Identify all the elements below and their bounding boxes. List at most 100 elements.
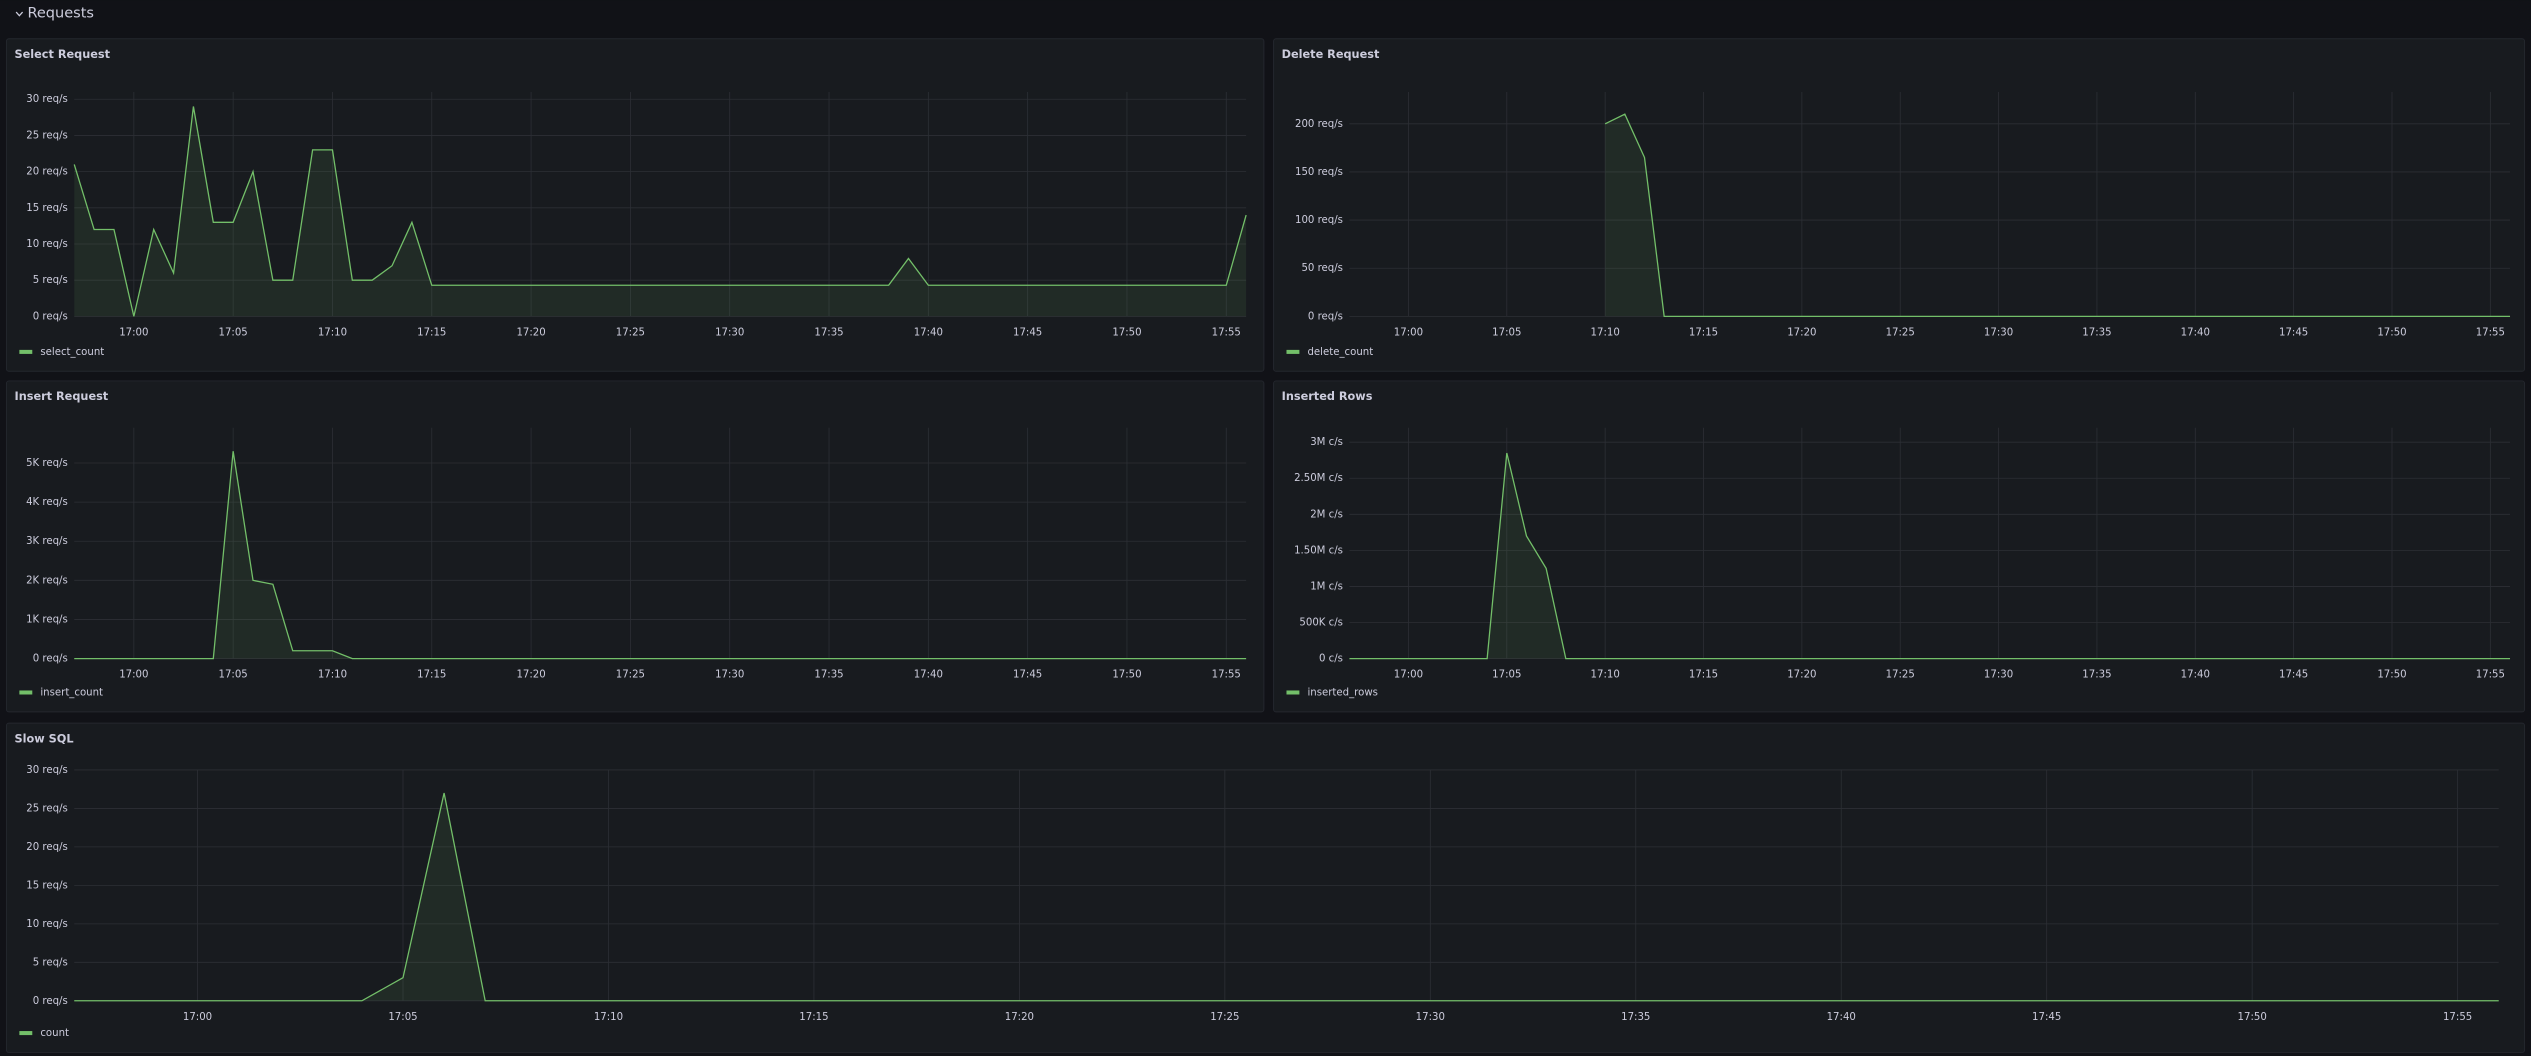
y-tick-label: 2K req/s <box>26 575 68 586</box>
x-tick-label: 17:20 <box>1005 1012 1034 1023</box>
y-tick-label: 15 req/s <box>26 203 68 214</box>
x-tick-label: 17:05 <box>219 670 248 681</box>
x-tick-label: 17:55 <box>1212 670 1241 681</box>
x-tick-label: 17:20 <box>516 328 545 339</box>
y-tick-label: 1K req/s <box>26 614 68 625</box>
series-line <box>1349 452 2511 660</box>
panel <box>5 38 1265 372</box>
panel <box>5 380 1265 713</box>
x-tick-label: 17:05 <box>1492 670 1521 681</box>
y-tick-label: 0 c/s <box>1319 654 1343 665</box>
legend-label: inserted_rows <box>1307 687 1378 698</box>
x-tick-label: 17:25 <box>1210 1012 1239 1023</box>
x-tick-label: 17:50 <box>2238 1012 2267 1023</box>
collapse-chevron[interactable] <box>15 11 24 17</box>
y-tick-label: 30 req/s <box>26 765 68 776</box>
x-tick-label: 17:10 <box>318 670 347 681</box>
x-tick-label: 17:30 <box>1984 328 2013 339</box>
x-tick-label: 17:20 <box>1787 328 1816 339</box>
series-line <box>74 451 1247 660</box>
x-tick-label: 17:10 <box>318 328 347 339</box>
y-tick-label: 50 req/s <box>1301 263 1343 274</box>
y-tick-label: 10 req/s <box>26 919 68 930</box>
x-tick-label: 17:15 <box>417 670 446 681</box>
x-tick-label: 17:00 <box>1394 328 1423 339</box>
x-tick-label: 17:40 <box>2181 328 2210 339</box>
section-title[interactable]: Requests <box>27 6 94 22</box>
y-tick-label: 0 req/s <box>33 996 68 1007</box>
x-tick-label: 17:35 <box>2082 670 2111 681</box>
x-tick-label: 17:55 <box>2476 328 2505 339</box>
legend-label: count <box>40 1028 69 1039</box>
x-tick-label: 17:55 <box>1212 328 1241 339</box>
y-tick-label: 15 req/s <box>26 880 68 891</box>
x-tick-label: 17:25 <box>1886 328 1915 339</box>
x-tick-label: 17:15 <box>1689 328 1718 339</box>
y-tick-label: 5 req/s <box>33 957 68 968</box>
y-tick-label: 100 req/s <box>1295 215 1343 226</box>
x-tick-label: 17:40 <box>1827 1012 1856 1023</box>
x-tick-label: 17:40 <box>2181 670 2210 681</box>
panel-title: Slow SQL <box>15 732 74 745</box>
x-tick-label: 17:45 <box>2279 328 2308 339</box>
x-tick-label: 17:30 <box>1984 670 2013 681</box>
x-tick-label: 17:50 <box>2377 670 2406 681</box>
x-tick-label: 17:50 <box>2377 328 2406 339</box>
x-tick-label: 17:15 <box>1689 670 1718 681</box>
y-tick-label: 2M c/s <box>1310 509 1343 520</box>
x-tick-label: 17:10 <box>1591 670 1620 681</box>
x-tick-label: 17:50 <box>1112 328 1141 339</box>
x-tick-label: 17:00 <box>119 670 148 681</box>
series-line <box>1604 113 2511 318</box>
panel-title: Select Request <box>15 48 111 61</box>
y-tick-label: 3M c/s <box>1310 437 1343 448</box>
x-tick-label: 17:00 <box>183 1012 212 1023</box>
x-tick-label: 17:00 <box>119 328 148 339</box>
panel-title: Insert Request <box>15 390 109 403</box>
y-tick-label: 500K c/s <box>1299 618 1343 629</box>
y-tick-label: 0 req/s <box>1308 311 1343 322</box>
x-tick-label: 17:30 <box>715 670 744 681</box>
x-tick-label: 17:05 <box>388 1012 417 1023</box>
x-tick-label: 17:35 <box>814 328 843 339</box>
x-tick-label: 17:25 <box>616 328 645 339</box>
y-tick-label: 1M c/s <box>1310 581 1343 592</box>
y-tick-label: 1.50M c/s <box>1294 545 1343 556</box>
panel <box>1273 380 2526 713</box>
x-tick-label: 17:15 <box>417 328 446 339</box>
y-tick-label: 0 req/s <box>33 654 68 665</box>
x-tick-label: 17:55 <box>2476 670 2505 681</box>
series-line <box>74 792 2499 1002</box>
x-tick-label: 17:25 <box>1886 670 1915 681</box>
x-tick-label: 17:10 <box>1591 328 1620 339</box>
x-tick-label: 17:35 <box>814 670 843 681</box>
x-tick-label: 17:15 <box>799 1012 828 1023</box>
panel-title: Inserted Rows <box>1282 390 1373 403</box>
x-tick-label: 17:10 <box>594 1012 623 1023</box>
x-tick-label: 17:05 <box>219 328 248 339</box>
legend-label: select_count <box>40 347 104 358</box>
x-tick-label: 17:45 <box>2279 670 2308 681</box>
y-tick-label: 150 req/s <box>1295 167 1343 178</box>
x-tick-label: 17:30 <box>715 328 744 339</box>
x-tick-label: 17:45 <box>1013 670 1042 681</box>
y-tick-label: 10 req/s <box>26 239 68 250</box>
y-tick-label: 30 req/s <box>26 94 68 105</box>
x-tick-label: 17:50 <box>1112 670 1141 681</box>
x-tick-label: 17:00 <box>1394 670 1423 681</box>
y-tick-label: 2.50M c/s <box>1294 473 1343 484</box>
x-tick-label: 17:20 <box>1787 670 1816 681</box>
y-tick-label: 5 req/s <box>33 275 68 286</box>
x-tick-label: 17:45 <box>2032 1012 2061 1023</box>
y-tick-label: 4K req/s <box>26 497 68 508</box>
legend-label: delete_count <box>1307 347 1373 358</box>
y-tick-label: 0 req/s <box>33 311 68 322</box>
y-tick-label: 25 req/s <box>26 803 68 814</box>
x-tick-label: 17:45 <box>1013 328 1042 339</box>
x-tick-label: 17:35 <box>1621 1012 1650 1023</box>
y-tick-label: 20 req/s <box>26 842 68 853</box>
x-tick-label: 17:55 <box>2443 1012 2472 1023</box>
x-tick-label: 17:30 <box>1416 1012 1445 1023</box>
